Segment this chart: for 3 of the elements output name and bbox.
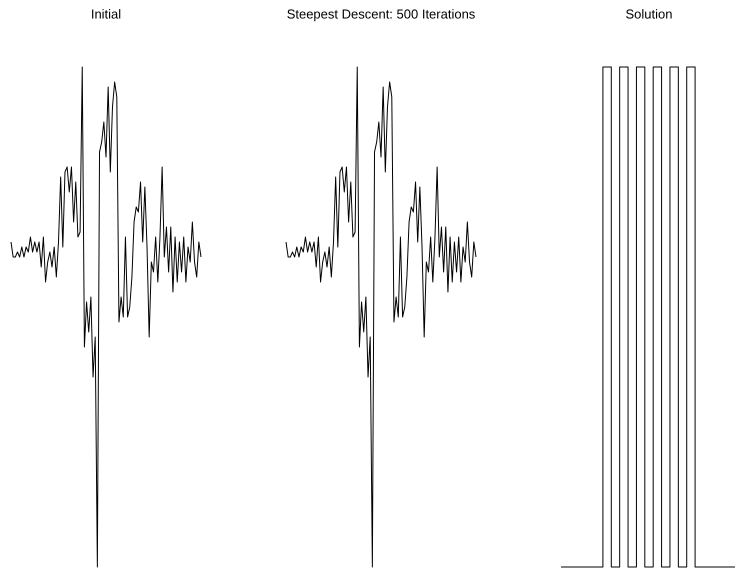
chart-title: Initial: [90, 6, 122, 22]
chart-title: Steepest Descent: 500 Iterations: [286, 6, 476, 22]
chart-title: Solution: [626, 6, 672, 22]
